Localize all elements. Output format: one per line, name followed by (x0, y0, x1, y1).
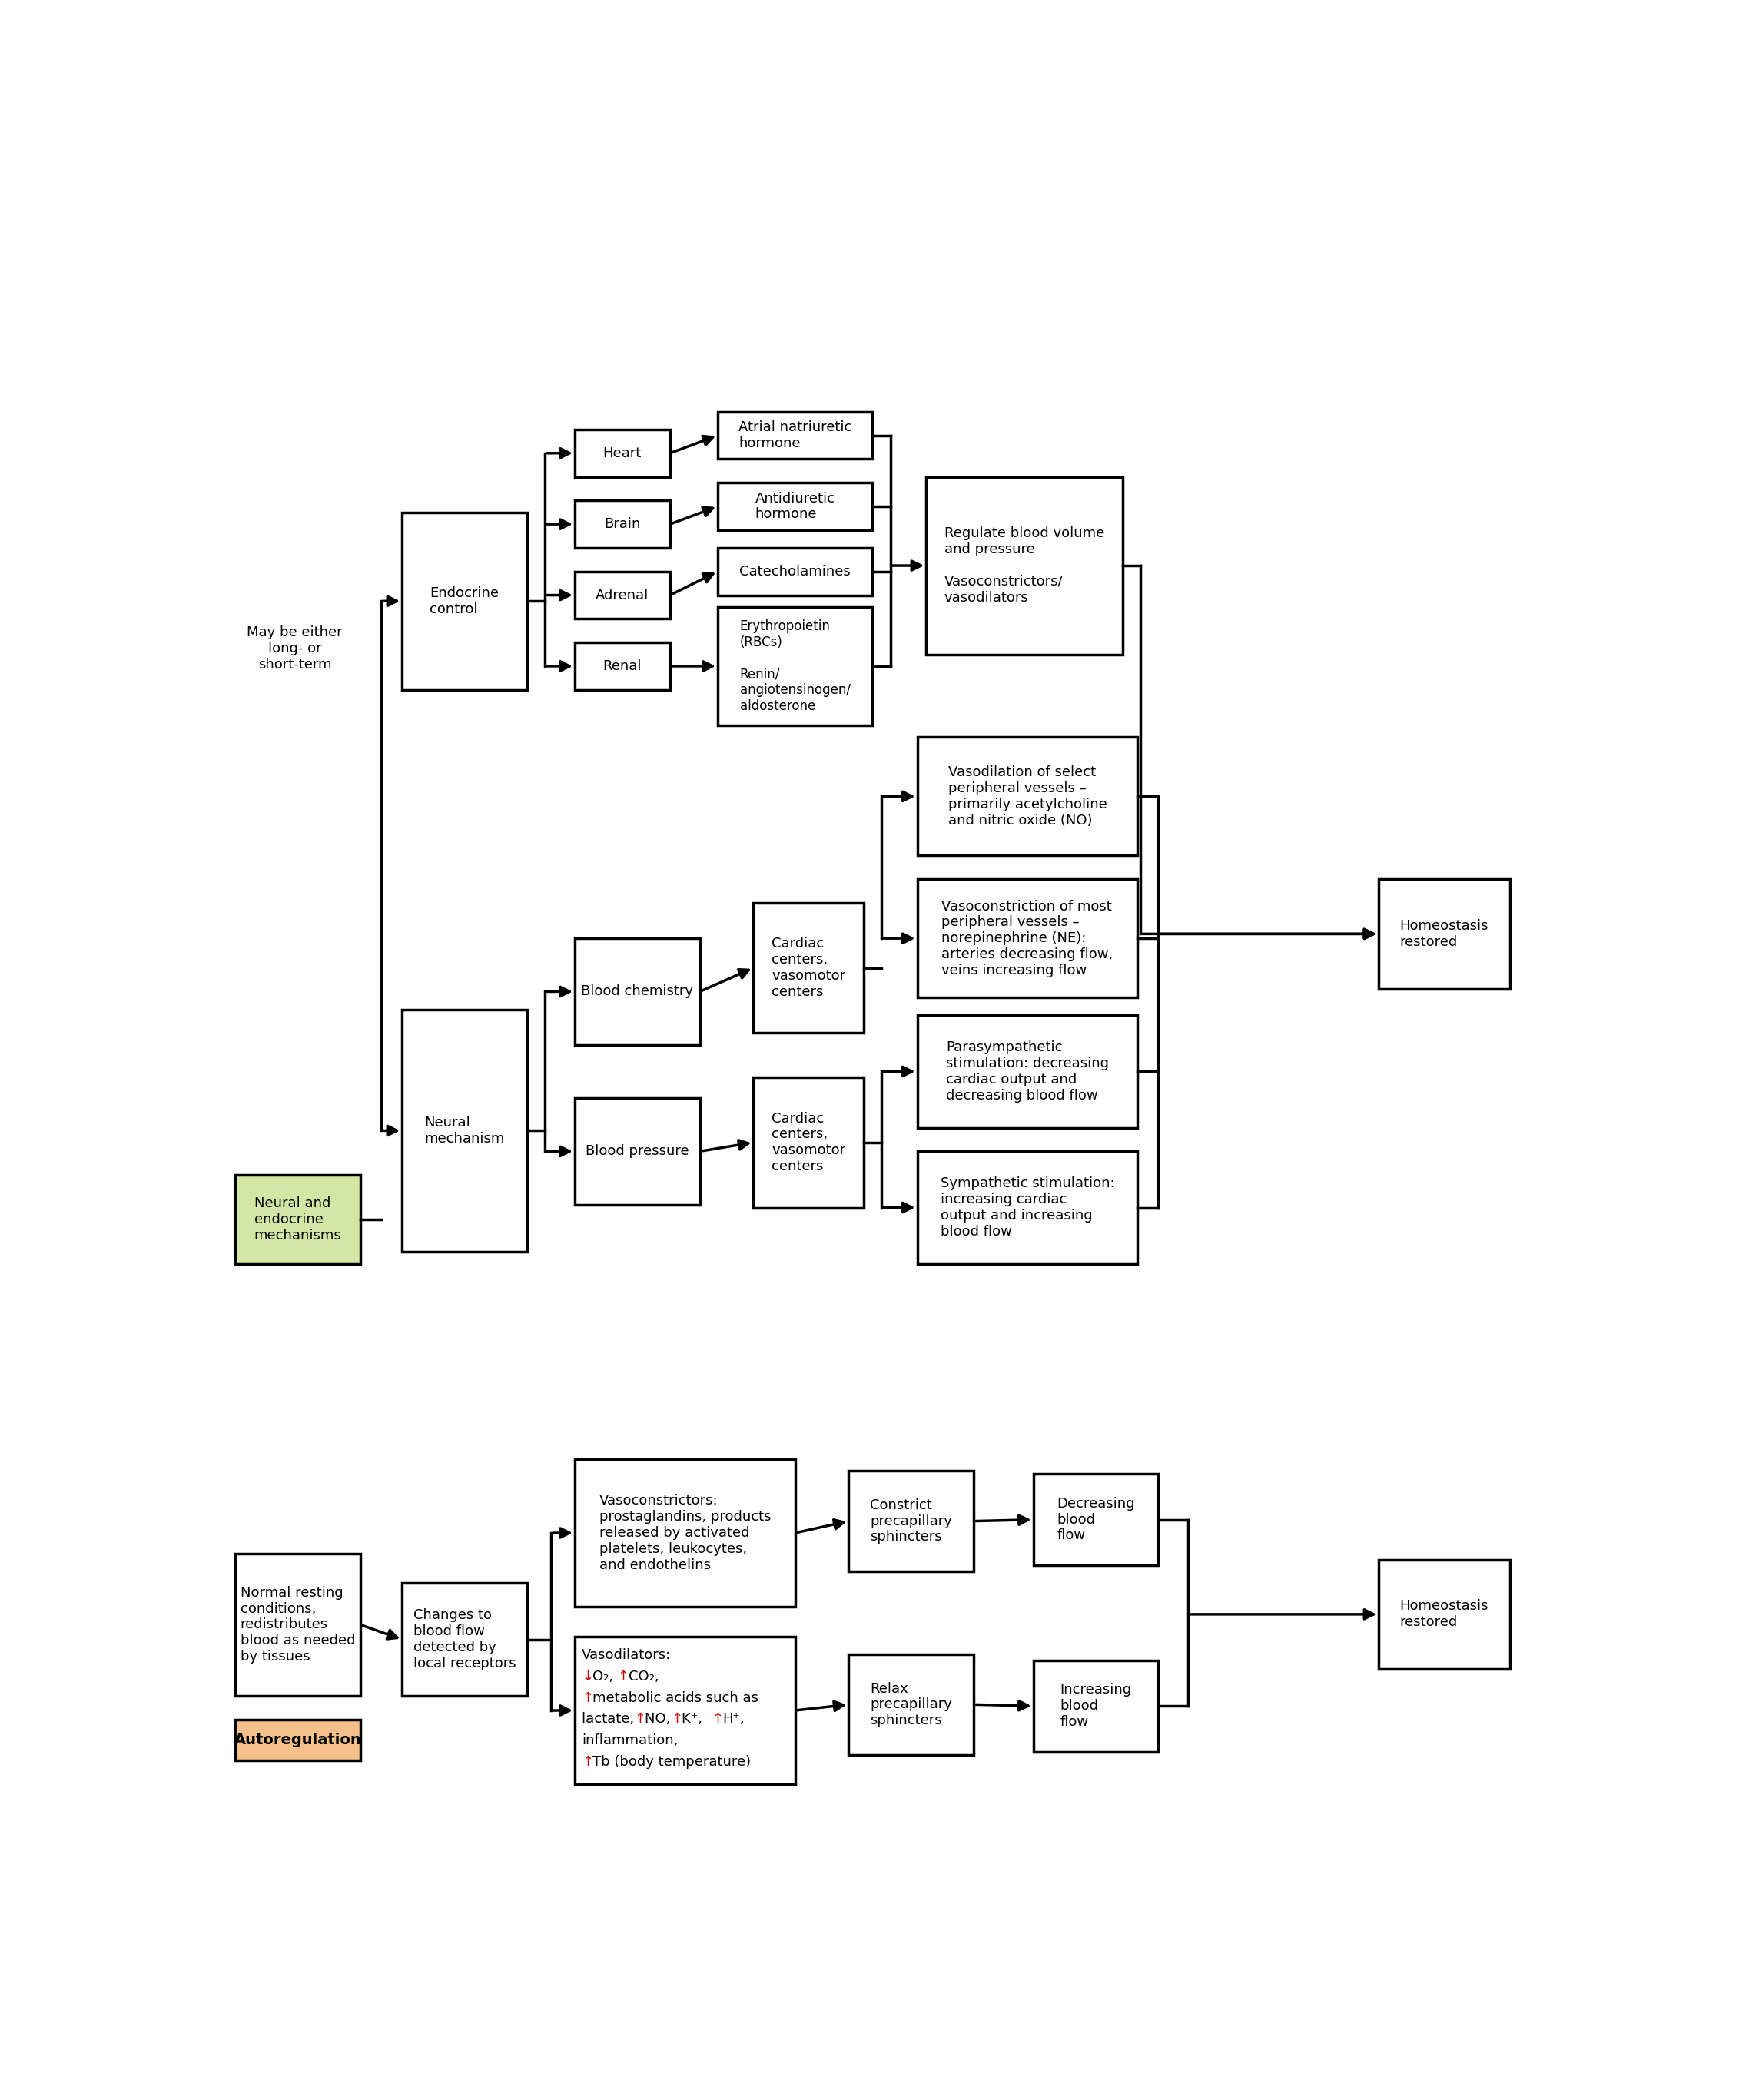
FancyBboxPatch shape (574, 1098, 699, 1205)
Text: Neural
mechanism: Neural mechanism (424, 1115, 504, 1145)
Text: Homeostasis
restored: Homeostasis restored (1400, 920, 1489, 949)
FancyBboxPatch shape (1379, 1560, 1509, 1670)
Text: ↑: ↑ (583, 1690, 593, 1705)
Text: Vasoconstrictors:
prostaglandins, products
released by activated
platelets, leuk: Vasoconstrictors: prostaglandins, produc… (598, 1493, 770, 1571)
Text: Antidiuretic
hormone: Antidiuretic hormone (755, 491, 835, 521)
FancyBboxPatch shape (1033, 1474, 1158, 1564)
Text: Heart: Heart (603, 445, 642, 460)
Text: Erythropoietin
(RBCs)

Renin/
angiotensinogen/
aldosterone: Erythropoietin (RBCs) Renin/ angiotensin… (739, 620, 850, 714)
Text: Increasing
blood
flow: Increasing blood flow (1061, 1682, 1132, 1728)
FancyBboxPatch shape (235, 1176, 360, 1264)
Text: Vasodilators:: Vasodilators: (583, 1649, 671, 1661)
FancyBboxPatch shape (235, 1554, 360, 1695)
FancyBboxPatch shape (718, 548, 873, 594)
FancyBboxPatch shape (402, 512, 527, 689)
Text: Brain: Brain (603, 517, 640, 531)
Text: lactate,: lactate, (583, 1712, 638, 1726)
FancyBboxPatch shape (916, 1014, 1137, 1128)
Text: K⁺,: K⁺, (682, 1712, 708, 1726)
Text: Endocrine
control: Endocrine control (430, 586, 499, 615)
Text: Decreasing
blood
flow: Decreasing blood flow (1057, 1497, 1136, 1544)
Text: Tb (body temperature): Tb (body temperature) (593, 1756, 751, 1768)
FancyBboxPatch shape (574, 430, 670, 477)
FancyBboxPatch shape (916, 880, 1137, 998)
Text: Cardiac
centers,
vasomotor
centers: Cardiac centers, vasomotor centers (772, 937, 845, 1000)
FancyBboxPatch shape (927, 477, 1123, 655)
FancyBboxPatch shape (574, 500, 670, 548)
Text: Adrenal: Adrenal (596, 588, 649, 603)
Text: Cardiac
centers,
vasomotor
centers: Cardiac centers, vasomotor centers (772, 1111, 845, 1174)
Text: Changes to
blood flow
detected by
local receptors: Changes to blood flow detected by local … (414, 1609, 516, 1670)
Text: Vasodilation of select
peripheral vessels –
primarily acetylcholine
and nitric o: Vasodilation of select peripheral vessel… (948, 764, 1106, 827)
FancyBboxPatch shape (402, 1583, 527, 1695)
FancyBboxPatch shape (718, 412, 873, 460)
Text: ↑: ↑ (671, 1712, 683, 1726)
Text: Parasympathetic
stimulation: decreasing
cardiac output and
decreasing blood flow: Parasympathetic stimulation: decreasing … (946, 1042, 1109, 1102)
FancyBboxPatch shape (753, 1077, 864, 1208)
FancyBboxPatch shape (718, 607, 873, 724)
Text: May be either
long- or
short-term: May be either long- or short-term (247, 626, 343, 672)
FancyBboxPatch shape (574, 939, 699, 1046)
Text: Relax
precapillary
sphincters: Relax precapillary sphincters (870, 1682, 953, 1728)
FancyBboxPatch shape (849, 1470, 974, 1571)
FancyBboxPatch shape (574, 1460, 795, 1606)
FancyBboxPatch shape (574, 1636, 795, 1785)
Text: O₂,: O₂, (593, 1670, 617, 1684)
Text: Sympathetic stimulation:
increasing cardiac
output and increasing
blood flow: Sympathetic stimulation: increasing card… (941, 1176, 1115, 1239)
Text: Catecholamines: Catecholamines (739, 565, 850, 578)
Text: Atrial natriuretic
hormone: Atrial natriuretic hormone (739, 420, 852, 449)
Text: Renal: Renal (603, 659, 642, 674)
Text: H⁺,: H⁺, (722, 1712, 744, 1726)
FancyBboxPatch shape (574, 643, 670, 689)
FancyBboxPatch shape (1033, 1661, 1158, 1751)
Text: ↑: ↑ (583, 1756, 593, 1768)
FancyBboxPatch shape (753, 903, 864, 1033)
Text: Homeostasis
restored: Homeostasis restored (1400, 1600, 1489, 1630)
FancyBboxPatch shape (402, 1010, 527, 1252)
FancyBboxPatch shape (235, 1720, 360, 1760)
Text: Blood chemistry: Blood chemistry (581, 985, 694, 997)
FancyBboxPatch shape (916, 737, 1137, 855)
Text: ↑: ↑ (711, 1712, 723, 1726)
Text: Normal resting
conditions,
redistributes
blood as needed
by tissues: Normal resting conditions, redistributes… (240, 1586, 355, 1663)
Text: ↓: ↓ (583, 1670, 593, 1684)
Text: Autoregulation: Autoregulation (235, 1732, 362, 1747)
FancyBboxPatch shape (916, 1151, 1137, 1264)
FancyBboxPatch shape (718, 483, 873, 529)
Text: Blood pressure: Blood pressure (586, 1145, 689, 1159)
Text: Regulate blood volume
and pressure

Vasoconstrictors/
vasodilators: Regulate blood volume and pressure Vasoc… (944, 527, 1104, 605)
Text: inflammation,: inflammation, (583, 1732, 678, 1747)
FancyBboxPatch shape (849, 1655, 974, 1756)
Text: CO₂,: CO₂, (628, 1670, 659, 1684)
Text: Constrict
precapillary
sphincters: Constrict precapillary sphincters (870, 1497, 953, 1544)
Text: ↑: ↑ (635, 1712, 645, 1726)
FancyBboxPatch shape (574, 571, 670, 620)
Text: NO,: NO, (645, 1712, 675, 1726)
Text: metabolic acids such as: metabolic acids such as (593, 1690, 758, 1705)
FancyBboxPatch shape (1379, 880, 1509, 989)
Text: Neural and
endocrine
mechanisms: Neural and endocrine mechanisms (254, 1197, 341, 1243)
Text: ↑: ↑ (617, 1670, 630, 1684)
Text: Vasoconstriction of most
peripheral vessels –
norepinephrine (NE):
arteries decr: Vasoconstriction of most peripheral vess… (941, 899, 1113, 976)
